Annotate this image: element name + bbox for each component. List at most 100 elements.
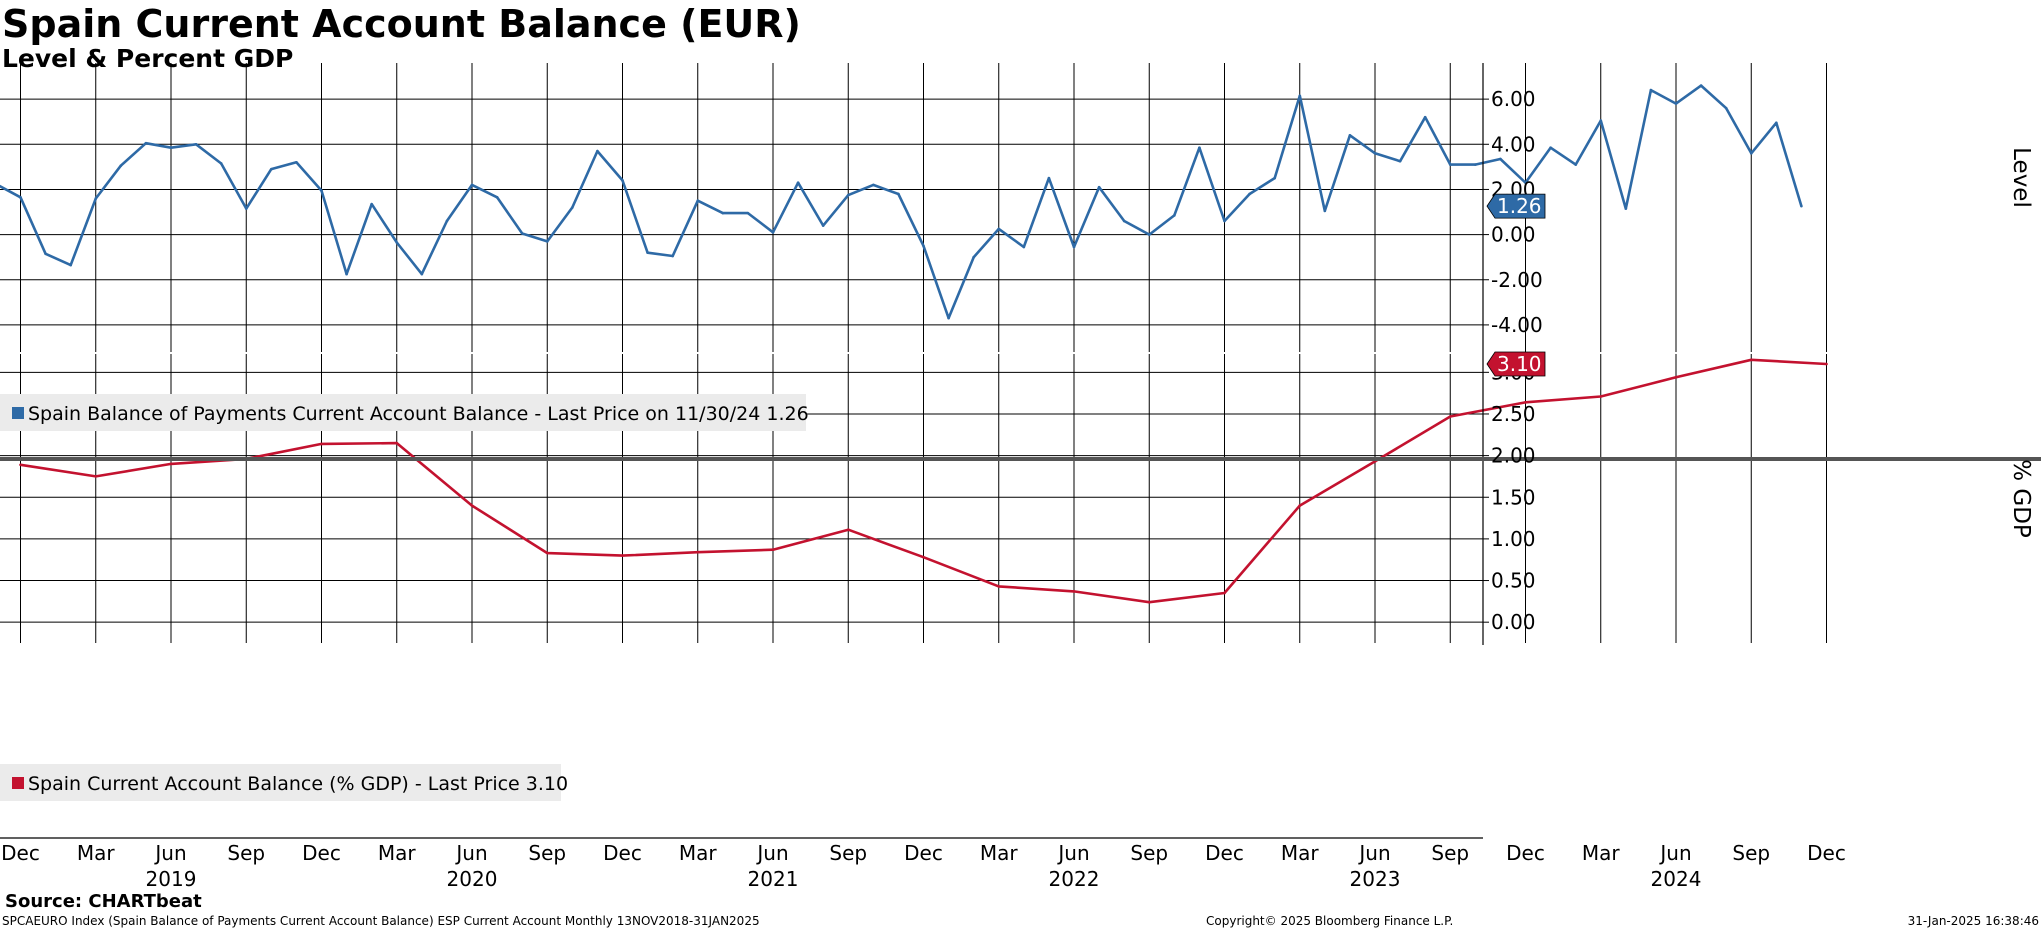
data-point xyxy=(19,463,22,467)
data-point xyxy=(1373,152,1377,155)
data-point xyxy=(194,142,198,146)
data-point xyxy=(1674,102,1678,105)
data-point xyxy=(1223,591,1226,595)
data-point xyxy=(1147,233,1151,236)
source-note: Source: CHARTbeat xyxy=(5,891,202,912)
data-point xyxy=(1749,358,1753,362)
year-label: 2023 xyxy=(1350,867,1401,890)
data-point xyxy=(1348,133,1352,137)
data-point xyxy=(621,554,624,557)
xtick-label: Mar xyxy=(378,841,417,865)
data-point xyxy=(1775,121,1778,125)
data-point xyxy=(1248,192,1251,196)
xtick-label: Sep xyxy=(528,841,566,865)
data-point xyxy=(1173,214,1176,217)
data-point xyxy=(796,181,800,184)
data-point xyxy=(420,272,424,276)
xtick-label: Mar xyxy=(679,841,718,865)
data-point xyxy=(44,252,47,256)
data-point xyxy=(571,206,574,209)
data-point xyxy=(1072,245,1076,249)
data-point xyxy=(771,231,775,234)
xtick-label: Mar xyxy=(980,841,1019,865)
data-point xyxy=(696,199,700,203)
ytick-label: 0.00 xyxy=(1491,223,1536,247)
data-point xyxy=(94,475,98,478)
data-point xyxy=(1674,376,1678,379)
data-point xyxy=(144,141,148,145)
xtick-label: Mar xyxy=(77,841,116,865)
legend-swatch xyxy=(12,777,24,789)
data-point xyxy=(69,263,72,267)
ytick-label: 2.50 xyxy=(1491,402,1536,426)
data-point xyxy=(19,196,22,199)
data-point xyxy=(997,585,1001,588)
last-value-text: 3.10 xyxy=(1497,352,1542,376)
data-point xyxy=(1474,163,1477,166)
ytick-label: 0.50 xyxy=(1491,569,1536,593)
xtick-label: Dec xyxy=(904,841,943,865)
xtick-label: Sep xyxy=(1130,841,1168,865)
data-point xyxy=(947,316,950,320)
data-point xyxy=(922,555,925,559)
data-point xyxy=(1047,176,1051,180)
data-point xyxy=(395,241,399,244)
data-point xyxy=(520,232,524,235)
data-point xyxy=(721,211,725,215)
last-value-box xyxy=(1486,193,1546,219)
legend-label: Spain Current Account Balance (% GDP) - … xyxy=(28,773,568,795)
y-axis-title: % GDP xyxy=(2008,459,2034,538)
data-point xyxy=(1448,415,1452,418)
data-point xyxy=(1423,115,1427,119)
legend-label: Spain Balance of Payments Current Accoun… xyxy=(28,403,809,425)
year-label: 2019 xyxy=(146,867,197,890)
year-label: 2024 xyxy=(1651,867,1702,890)
data-point xyxy=(119,164,123,168)
legend-background xyxy=(0,394,806,431)
ytick-label: 1.50 xyxy=(1491,485,1536,509)
footer-index-description: SPCAEURO Index (Spain Balance of Payment… xyxy=(2,914,760,928)
last-value-tag: 3.10 xyxy=(1486,351,1546,377)
xtick-label: Dec xyxy=(1205,841,1244,865)
data-point xyxy=(1398,159,1402,163)
ytick-label: 0.00 xyxy=(1491,610,1536,634)
xtick-label: Jun xyxy=(153,841,186,865)
data-point xyxy=(846,193,850,197)
xtick-label: Sep xyxy=(1431,841,1469,865)
footer-timestamp: 31-Jan-2025 16:38:46 xyxy=(1907,914,2039,928)
data-point xyxy=(1599,119,1603,122)
data-point xyxy=(1499,157,1502,161)
tick-labels: 6.004.002.000.00-2.00-4.001.26Level3.002… xyxy=(1,87,2034,890)
legend-swatch xyxy=(12,407,24,419)
data-point xyxy=(1574,163,1577,166)
data-point xyxy=(997,227,1001,231)
xtick-label: Sep xyxy=(829,841,867,865)
xtick-label: Sep xyxy=(227,841,265,865)
data-point xyxy=(1097,185,1101,189)
xtick-label: Dec xyxy=(1,841,40,865)
data-point xyxy=(545,551,549,555)
chart-subtitle: Level & Percent GDP xyxy=(2,44,294,73)
data-point xyxy=(771,548,775,552)
xtick-label: Jun xyxy=(1056,841,1089,865)
data-point xyxy=(596,149,599,153)
data-point xyxy=(295,161,298,164)
data-point xyxy=(621,179,624,182)
data-point xyxy=(1800,204,1803,208)
year-label: 2020 xyxy=(447,867,498,890)
data-point xyxy=(470,183,474,187)
xtick-label: Jun xyxy=(454,841,487,865)
last-value-text: 1.26 xyxy=(1497,194,1542,218)
data-point xyxy=(320,442,323,446)
xtick-label: Jun xyxy=(1658,841,1691,865)
legends: Spain Balance of Payments Current Accoun… xyxy=(0,394,809,801)
xtick-label: Mar xyxy=(1281,841,1320,865)
data-point xyxy=(495,196,499,199)
xtick-label: Jun xyxy=(755,841,788,865)
last-value-tag: 1.26 xyxy=(1486,193,1546,219)
xtick-label: Jun xyxy=(1357,841,1390,865)
data-point xyxy=(169,146,173,149)
year-label: 2022 xyxy=(1049,867,1100,890)
data-point xyxy=(1298,94,1302,98)
data-point xyxy=(1649,88,1653,92)
